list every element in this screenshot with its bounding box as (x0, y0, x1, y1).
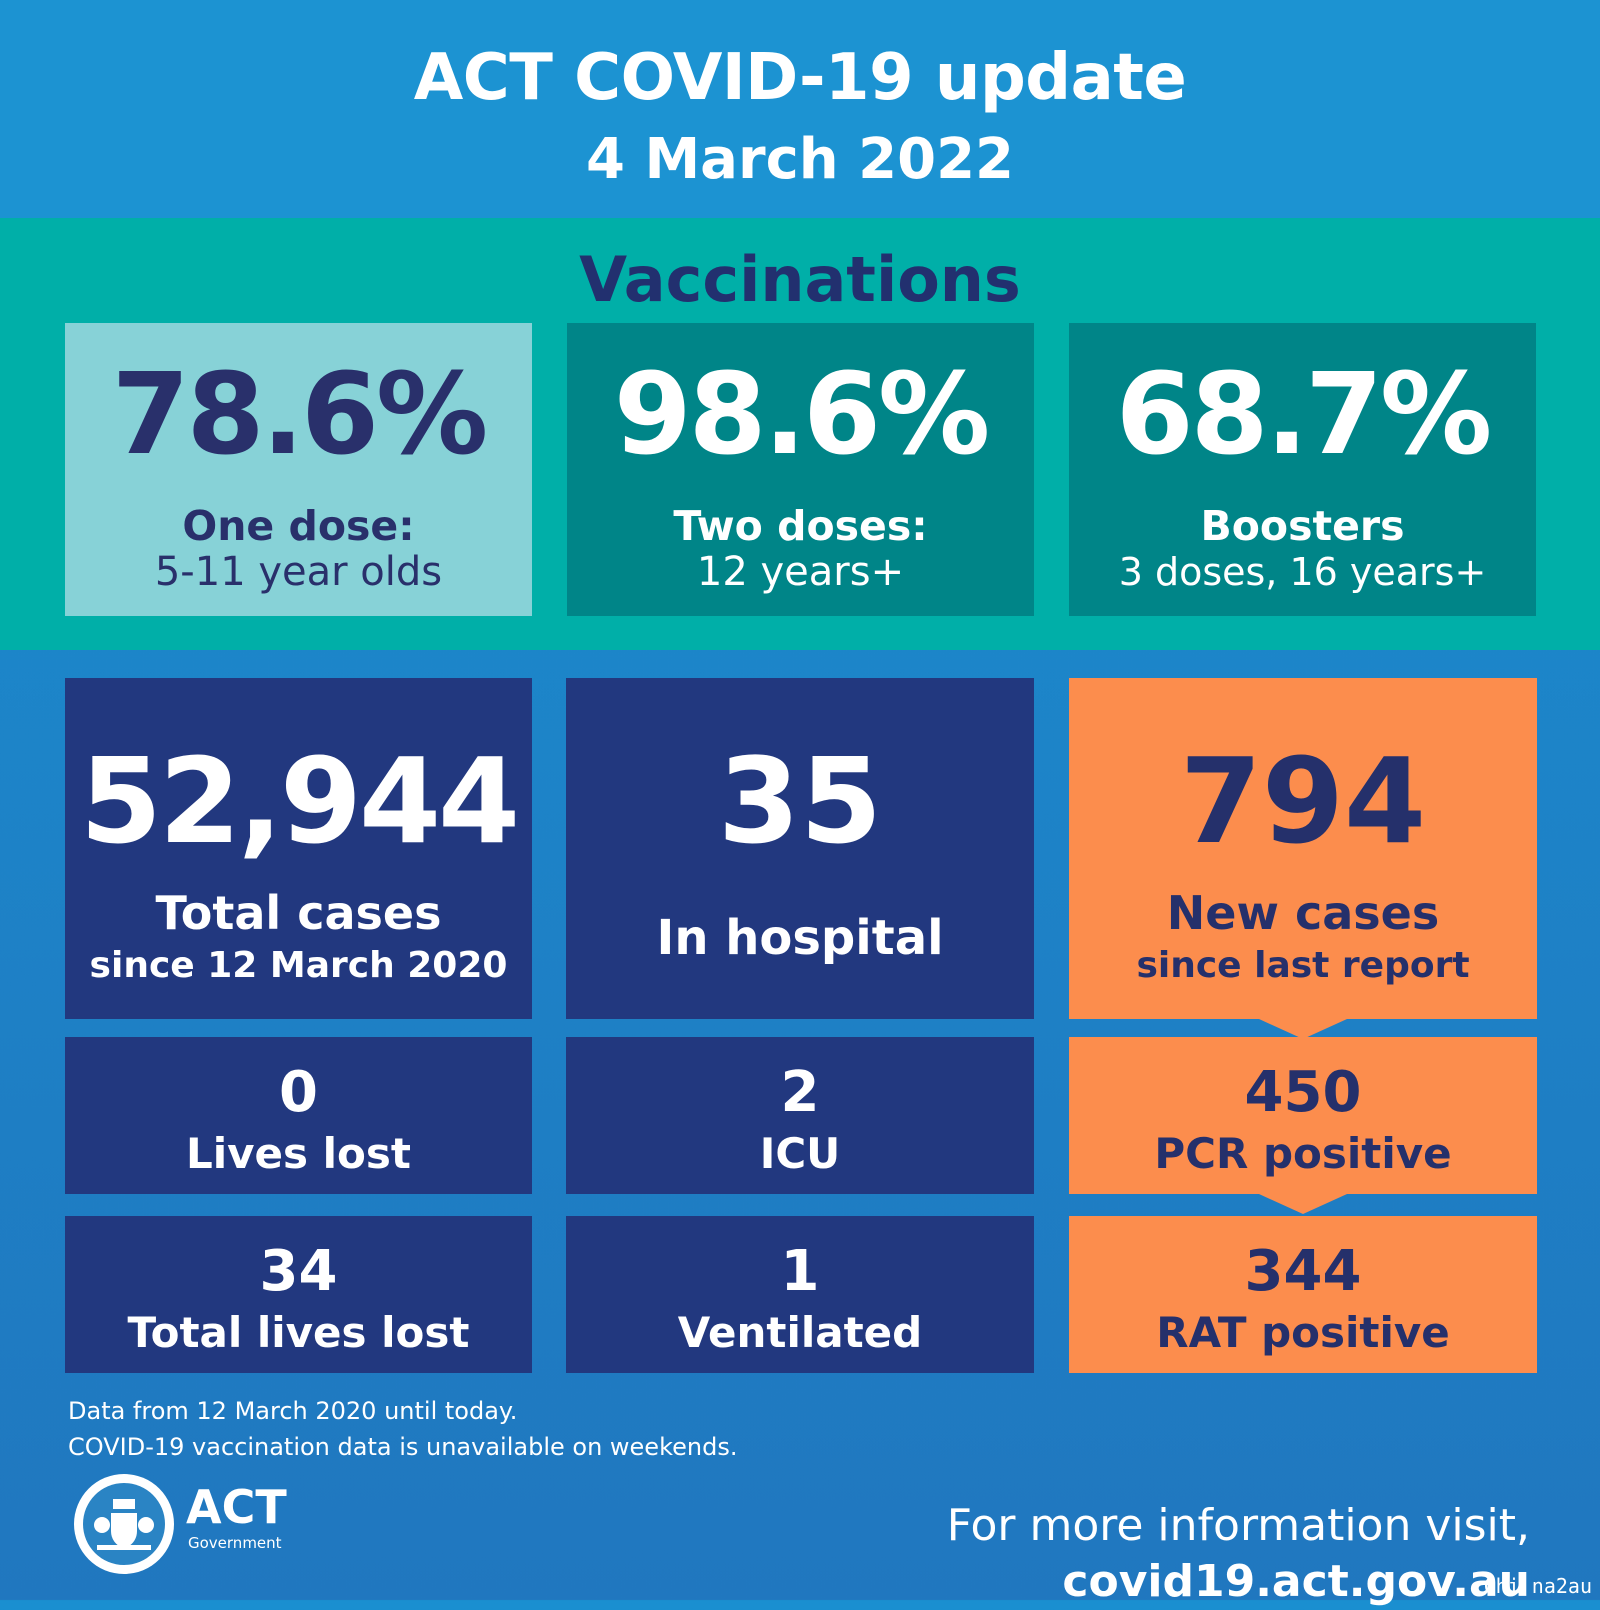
pcr-positive-label: PCR positive (1154, 1129, 1452, 1178)
down-arrow-icon (1259, 1019, 1347, 1039)
total-lives-lost-card: 34 Total lives lost (65, 1216, 532, 1373)
total-cases-card: 52,944 Total cases since 12 March 2020 (65, 678, 532, 1019)
vaccination-card-two-doses: 98.6% Two doses: 12 years+ (567, 323, 1034, 616)
vaccination-percent: 98.6% (613, 350, 991, 480)
vaccinations-heading: Vaccinations (579, 243, 1021, 316)
footnote: Data from 12 March 2020 until today. (68, 1397, 518, 1425)
footnote: COVID-19 vaccination data is unavailable… (68, 1433, 738, 1461)
total-cases-sublabel: since 12 March 2020 (89, 945, 508, 986)
vaccinations-section: Vaccinations 78.6% One dose: 5-11 year o… (0, 218, 1600, 650)
new-cases-card: 794 New cases since last report (1069, 678, 1537, 1019)
lives-lost-card: 0 Lives lost (65, 1037, 532, 1194)
vaccination-percent: 68.7% (1115, 350, 1493, 480)
pcr-positive-value: 450 (1244, 1060, 1362, 1125)
total-lives-lost-value: 34 (259, 1239, 338, 1304)
vaccination-sublabel: 5-11 year olds (154, 549, 443, 595)
vaccination-card-one-dose: 78.6% One dose: 5-11 year olds (65, 323, 532, 616)
footer-info: For more information visit, covid19.act.… (480, 1498, 1530, 1610)
total-cases-label: Total cases (155, 886, 442, 940)
pcr-positive-card: 450 PCR positive (1069, 1037, 1537, 1194)
ventilated-value: 1 (780, 1239, 820, 1304)
rat-positive-value: 344 (1244, 1239, 1362, 1304)
website-link[interactable]: covid19.act.gov.au (1062, 1556, 1530, 1607)
vaccination-label: Boosters (1200, 502, 1405, 550)
logo-name: ACT (186, 1480, 287, 1534)
coat-of-arms-icon (74, 1474, 174, 1574)
footer-prefix: For more information visit, (946, 1500, 1530, 1551)
vaccination-label: One dose: (182, 502, 415, 550)
down-arrow-icon (1259, 1194, 1347, 1214)
in-hospital-label: In hospital (656, 910, 944, 966)
ventilated-label: Ventilated (677, 1308, 923, 1357)
lives-lost-label: Lives lost (186, 1129, 411, 1178)
watermark: Chi na2au (1483, 1574, 1592, 1598)
footnotes: Data from 12 March 2020 until today. COV… (68, 1393, 968, 1465)
vaccination-sublabel: 3 doses, 16 years+ (1118, 550, 1487, 594)
icu-card: 2 ICU (566, 1037, 1034, 1194)
vaccination-sublabel: 12 years+ (696, 549, 905, 595)
in-hospital-card: 35 In hospital (566, 678, 1034, 1019)
icu-label: ICU (759, 1129, 841, 1178)
in-hospital-value: 35 (717, 732, 883, 870)
vaccination-card-boosters: 68.7% Boosters 3 doses, 16 years+ (1069, 323, 1536, 616)
vaccination-percent: 78.6% (111, 350, 489, 480)
total-cases-value: 52,944 (79, 732, 520, 870)
ventilated-card: 1 Ventilated (566, 1216, 1034, 1373)
report-date: 4 March 2022 (585, 127, 1014, 192)
logo-subtitle: Government (188, 1534, 282, 1552)
new-cases-label: New cases (1166, 886, 1440, 940)
lives-lost-value: 0 (279, 1060, 318, 1125)
header-banner: ACT COVID-19 update 4 March 2022 (0, 0, 1600, 218)
new-cases-sublabel: since last report (1136, 945, 1470, 986)
page-title: ACT COVID-19 update (413, 41, 1187, 115)
vaccination-label: Two doses: (673, 502, 928, 550)
total-lives-lost-label: Total lives lost (127, 1308, 470, 1357)
icu-value: 2 (780, 1060, 820, 1125)
new-cases-value: 794 (1179, 732, 1427, 870)
rat-positive-label: RAT positive (1156, 1308, 1450, 1357)
rat-positive-card: 344 RAT positive (1069, 1216, 1537, 1373)
act-government-logo: ACT Government (74, 1474, 287, 1580)
